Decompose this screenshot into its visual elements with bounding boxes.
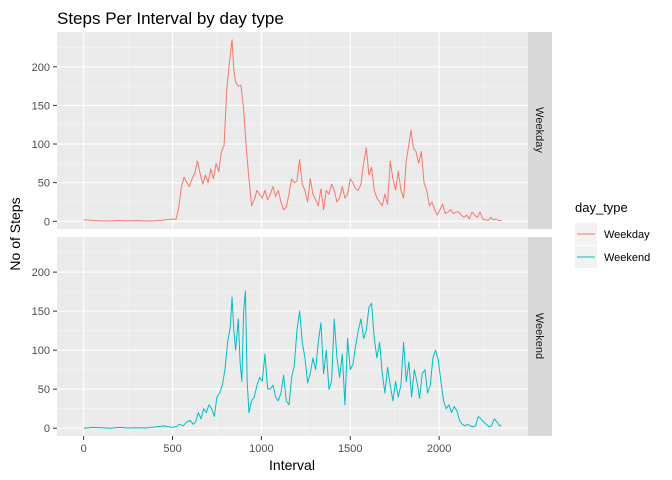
panel-weekend-background	[57, 237, 528, 436]
legend-title: day_type	[575, 200, 628, 215]
y-tick-label: 50	[38, 384, 50, 396]
y-tick-label: 0	[44, 216, 50, 228]
y-axis-ticks: 0 50 100 150 200 0 50 100 150 200	[32, 62, 57, 435]
y-tick-label: 200	[32, 267, 50, 279]
y-tick-label: 150	[32, 306, 50, 318]
x-tick-label: 500	[163, 443, 181, 455]
legend-label-weekend: Weekend	[604, 252, 650, 264]
strip-weekday-background	[528, 32, 552, 229]
x-axis-ticks: 0 500 1000 1500 2000	[81, 436, 451, 455]
series-line-weekday	[83, 39, 502, 222]
panel-weekday-background	[57, 32, 528, 229]
y-tick-label: 100	[32, 345, 50, 357]
x-axis-title: Interval	[269, 457, 315, 473]
y-tick-label: 100	[32, 139, 50, 151]
facet-label-weekend: Weekend	[533, 313, 545, 359]
x-tick-label: 1500	[338, 443, 362, 455]
panel-weekday-grid	[57, 32, 528, 229]
x-tick-label: 2000	[427, 443, 451, 455]
panel-weekday-lines	[83, 39, 502, 222]
panel-weekend-grid	[57, 237, 528, 436]
legend: day_type Weekday Weekend	[575, 200, 650, 268]
x-tick-label: 1000	[249, 443, 273, 455]
x-tick-label: 0	[81, 443, 87, 455]
legend-label-weekday: Weekday	[604, 229, 650, 241]
chart-title: Steps Per Interval by day type	[57, 9, 284, 28]
y-tick-label: 0	[44, 423, 50, 435]
y-tick-label: 150	[32, 100, 50, 112]
strip-weekend-background	[528, 237, 552, 436]
series-line-weekend	[83, 290, 502, 429]
y-axis-title: No of Steps	[7, 197, 23, 270]
facet-label-weekday: Weekday	[533, 107, 545, 153]
panel-weekend-lines	[83, 290, 502, 429]
y-tick-label: 200	[32, 62, 50, 74]
y-tick-label: 50	[38, 178, 50, 190]
